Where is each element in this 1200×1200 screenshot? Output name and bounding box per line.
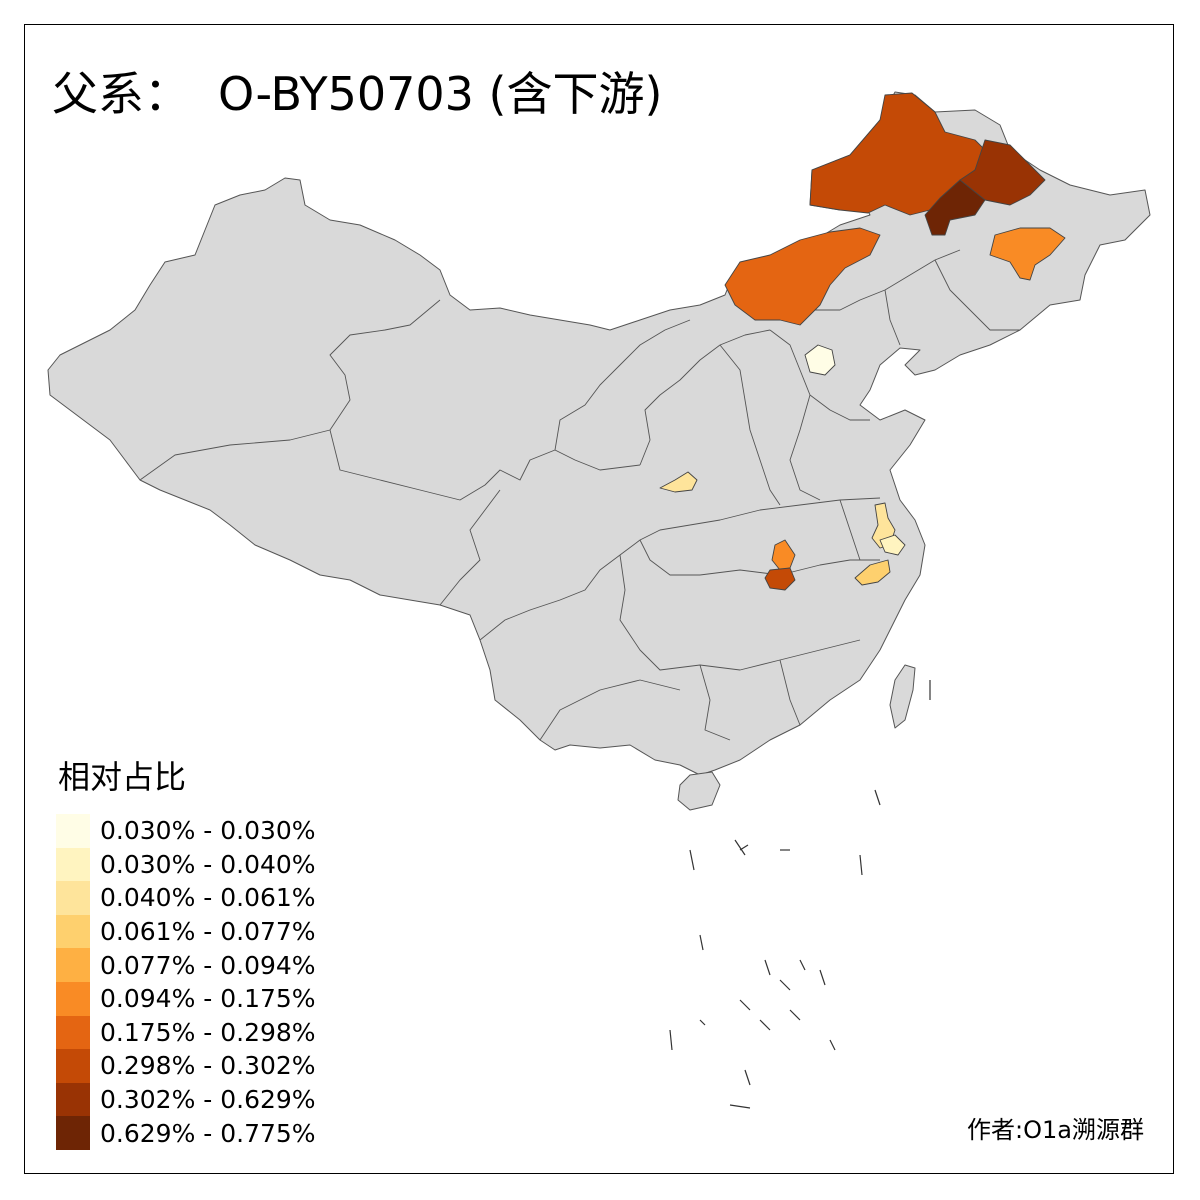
- legend-label: 0.298% - 0.302%: [100, 1051, 316, 1081]
- legend-item: 0.077% - 0.094%: [56, 948, 316, 982]
- legend-swatch: [56, 1049, 90, 1083]
- taiwan-island: [889, 664, 916, 729]
- legend-swatch: [56, 1116, 90, 1150]
- legend-item: 0.061% - 0.077%: [56, 914, 316, 949]
- data-regions: [659, 92, 1066, 591]
- legend-swatch: [56, 1082, 90, 1117]
- author-credit: 作者:O1a溯源群: [967, 1116, 1144, 1144]
- region-qiqihar: [924, 179, 986, 236]
- land-base: [47, 91, 1151, 811]
- region-hubei-south: [764, 567, 796, 591]
- legend-label: 0.040% - 0.061%: [100, 883, 316, 913]
- legend-label: 0.061% - 0.077%: [100, 917, 316, 947]
- region-jiangsu-2: [879, 534, 906, 556]
- legend-label: 0.077% - 0.094%: [100, 950, 316, 980]
- province-borders: [139, 249, 1020, 741]
- region-anhui: [854, 559, 891, 586]
- legend-swatch: [56, 814, 90, 848]
- legend-item: 0.094% - 0.175%: [56, 981, 316, 1016]
- legend-item: 0.302% - 0.629%: [56, 1082, 316, 1117]
- south-sea-islands: [669, 680, 931, 1109]
- legend-swatch: [56, 1015, 90, 1050]
- legend-label: 0.094% - 0.175%: [100, 984, 316, 1014]
- legend-item: 0.040% - 0.061%: [56, 881, 316, 915]
- region-beijing: [804, 344, 836, 376]
- title-prefix: 父系：: [52, 67, 190, 121]
- legend-item: 0.175% - 0.298%: [56, 1015, 316, 1050]
- legend-item: 0.030% - 0.040%: [56, 847, 316, 882]
- legend-swatch: [56, 981, 90, 1016]
- title-text: O-BY50703 (含下游): [218, 67, 663, 121]
- legend-label: 0.629% - 0.775%: [100, 1118, 316, 1148]
- region-xilingol: [724, 227, 881, 326]
- legend-item: 0.030% - 0.030%: [56, 814, 316, 848]
- region-shaanxi: [659, 471, 698, 493]
- legend-label: 0.030% - 0.040%: [100, 849, 316, 879]
- map-title: 父系： O-BY50703 (含下游): [52, 58, 662, 124]
- region-heihe: [959, 139, 1046, 206]
- legend-label: 0.030% - 0.030%: [100, 816, 316, 846]
- legend-swatch: [56, 948, 90, 982]
- region-hulunbuir: [809, 92, 986, 216]
- legend-label: 0.302% - 0.629%: [100, 1085, 316, 1115]
- legend-title: 相对占比: [58, 758, 187, 796]
- legend-swatch: [56, 914, 90, 949]
- legend-item: 0.298% - 0.302%: [56, 1049, 316, 1083]
- legend-label: 0.175% - 0.298%: [100, 1017, 316, 1047]
- legend-items: 0.030% - 0.030% 0.030% - 0.040% 0.040% - 0…: [56, 814, 316, 1150]
- legend-swatch: [56, 847, 90, 882]
- hainan-island: [677, 771, 721, 811]
- legend-swatch: [56, 881, 90, 915]
- region-harbin: [989, 227, 1066, 281]
- legend: 相对占比 0.030% - 0.030% 0.030% - 0.040% 0.040…: [56, 752, 316, 1150]
- china-outline: [47, 91, 1151, 776]
- legend-item: 0.629% - 0.775%: [56, 1116, 316, 1150]
